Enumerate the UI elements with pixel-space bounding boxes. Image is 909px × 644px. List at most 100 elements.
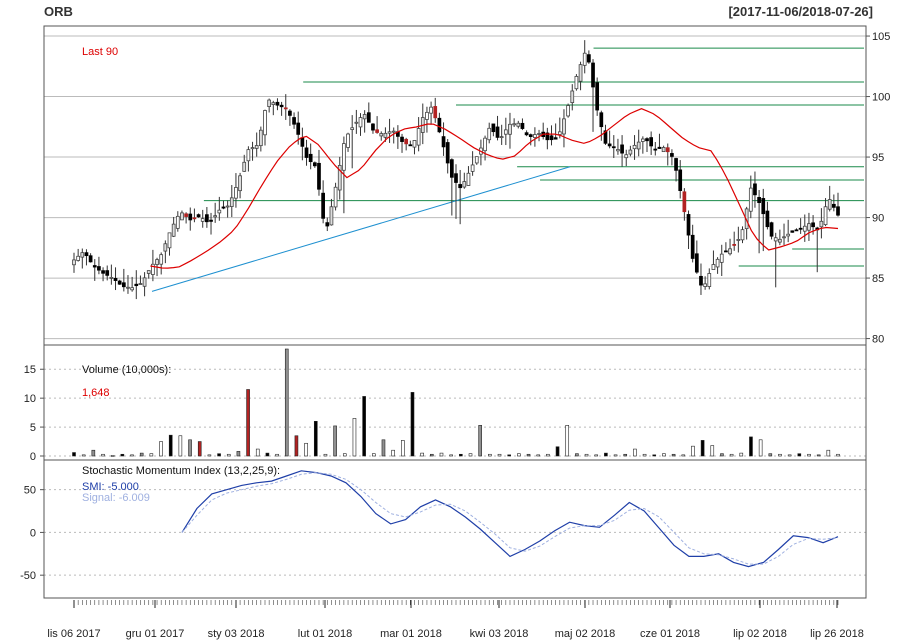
candle-body xyxy=(682,191,687,213)
candle-body xyxy=(724,250,728,253)
candle-body xyxy=(275,101,280,106)
candle-body xyxy=(246,149,251,162)
candle-body xyxy=(375,129,379,133)
volume-bar xyxy=(313,420,318,457)
volume-tick-label: 0 xyxy=(30,451,36,463)
candle-body xyxy=(350,127,355,130)
candle-body xyxy=(761,198,766,215)
candle-body xyxy=(653,148,658,151)
candle-body xyxy=(819,220,824,228)
candle-body xyxy=(661,147,666,153)
candle-body xyxy=(383,132,388,138)
volume-bar xyxy=(362,396,366,457)
volume-bar xyxy=(101,453,105,457)
signal-line xyxy=(181,472,839,565)
candle-body xyxy=(171,223,176,237)
candle-body xyxy=(649,137,654,147)
candle-body xyxy=(209,219,213,222)
volume-bar xyxy=(401,440,405,457)
volume-bar xyxy=(391,449,395,457)
volume-bar xyxy=(623,453,628,457)
candle-body xyxy=(620,144,624,154)
date-range: [2017-11-06/2018-07-26] xyxy=(728,4,873,19)
panel-frame-3 xyxy=(43,459,867,599)
candle-body xyxy=(807,223,811,231)
candle-body xyxy=(545,132,550,141)
panel-frame-1 xyxy=(43,25,867,346)
candle-body xyxy=(400,136,404,142)
candle-body xyxy=(213,215,218,218)
candle-body xyxy=(337,165,342,191)
candle-body xyxy=(528,134,533,137)
candle-body xyxy=(92,265,97,268)
candle-body xyxy=(823,206,828,226)
candle-body xyxy=(155,259,159,265)
price-tick-label: 95 xyxy=(872,152,884,164)
volume-bar xyxy=(420,452,424,457)
candle-body xyxy=(429,106,433,114)
price-tick-label: 90 xyxy=(872,213,884,225)
x-tick-label: mar 01 2018 xyxy=(380,628,442,640)
candle-body xyxy=(574,76,579,90)
candle-body xyxy=(699,275,703,286)
candle-body xyxy=(603,130,608,144)
candle-body xyxy=(292,117,296,125)
volume-bar xyxy=(410,392,415,457)
candle-body xyxy=(512,123,516,126)
last-price-label: Last 90 xyxy=(82,46,118,58)
volume-bar xyxy=(72,452,76,457)
candle-body xyxy=(466,172,471,186)
volume-bar xyxy=(575,453,579,457)
candle-body xyxy=(188,213,193,221)
candle-body xyxy=(242,161,247,172)
volume-bar xyxy=(536,454,541,457)
candle-body xyxy=(694,253,699,273)
candle-body xyxy=(404,138,409,145)
candle-body xyxy=(549,135,554,141)
volume-bar xyxy=(333,425,337,457)
candle-body xyxy=(719,253,724,263)
candle-body xyxy=(587,54,591,63)
candle-body xyxy=(333,186,338,208)
x-tick-label: lut 01 2018 xyxy=(298,628,352,640)
candle-body xyxy=(474,156,479,164)
candle-body xyxy=(217,209,222,214)
panel-frame-2 xyxy=(43,344,867,461)
volume-bar xyxy=(507,454,511,457)
volume-bar xyxy=(710,445,715,457)
volume-tick-label: 10 xyxy=(24,393,36,405)
candle-body xyxy=(499,136,504,139)
candle-body xyxy=(425,111,429,120)
volume-bar xyxy=(816,454,821,457)
candle-body xyxy=(254,145,259,149)
volume-bar xyxy=(371,453,376,457)
volume-bar xyxy=(265,452,270,457)
candle-body xyxy=(715,258,720,268)
volume-bar xyxy=(807,453,811,457)
candle-body xyxy=(483,137,487,152)
candle-body xyxy=(263,110,267,136)
candle-body xyxy=(732,244,737,246)
signal-last-label: Signal: -6.009 xyxy=(82,492,150,504)
volume-bar xyxy=(526,453,531,457)
candle-body xyxy=(753,183,757,196)
candle-body xyxy=(690,234,695,259)
smi-last-label: SMI: -5.000 xyxy=(82,481,139,493)
candle-body xyxy=(300,137,305,147)
x-tick-label: gru 01 2017 xyxy=(126,628,185,640)
volume-tick-label: 5 xyxy=(30,422,36,434)
candle-body xyxy=(503,129,508,135)
candle-body xyxy=(533,134,537,138)
volume-bar xyxy=(633,448,637,457)
volume-bar xyxy=(149,453,154,457)
candle-body xyxy=(665,147,670,153)
candle-body xyxy=(433,106,438,119)
smi-tick-label: 50 xyxy=(24,485,36,497)
candle-body xyxy=(831,203,836,208)
x-tick-label: lis 06 2017 xyxy=(47,628,100,640)
candle-body xyxy=(778,238,782,243)
candle-body xyxy=(607,143,612,147)
candle-body xyxy=(288,110,292,116)
volume-bar xyxy=(197,441,202,457)
